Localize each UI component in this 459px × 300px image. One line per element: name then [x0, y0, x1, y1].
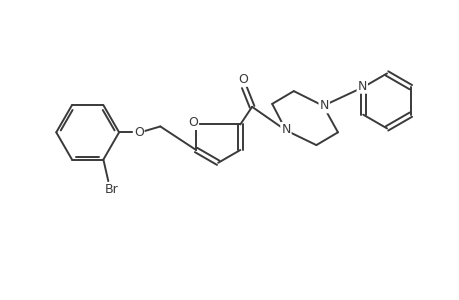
Text: N: N — [357, 80, 366, 93]
Text: O: O — [134, 126, 143, 139]
Text: Br: Br — [104, 184, 118, 196]
Text: N: N — [319, 99, 328, 112]
Text: O: O — [238, 73, 248, 86]
Text: O: O — [188, 116, 198, 129]
Text: N: N — [280, 123, 290, 136]
